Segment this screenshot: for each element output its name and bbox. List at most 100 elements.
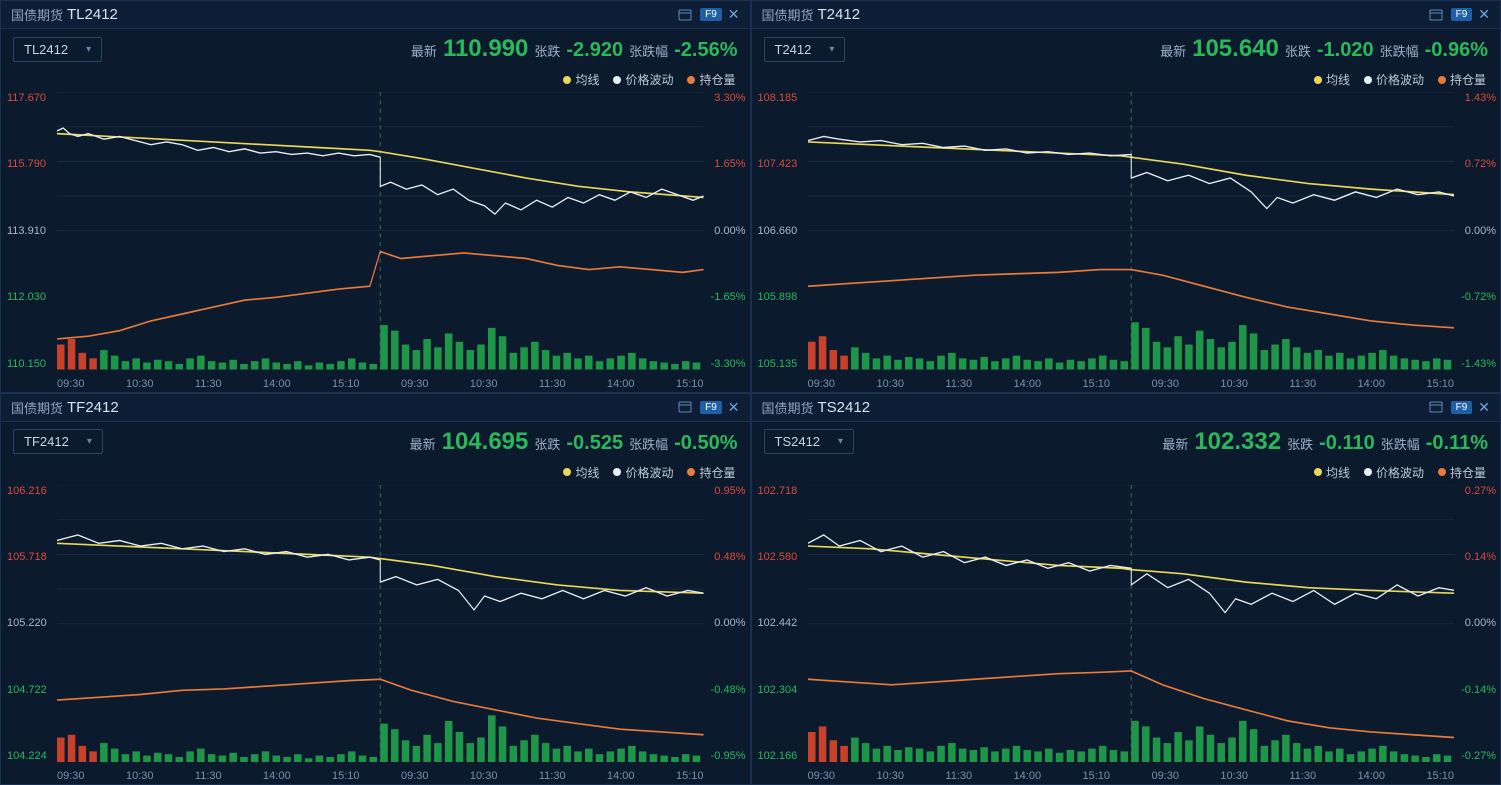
latest-label: 最新	[410, 434, 436, 453]
changepct-label: 张跌幅	[629, 434, 668, 453]
info-row: TS2412 ▾ 最新 102.332 张跌 -0.110 张跌幅 -0.11%	[752, 422, 1501, 462]
symbol-select[interactable]: TS2412 ▾	[764, 429, 855, 454]
panel-header: 国债期货 T2412 F9 ✕	[752, 1, 1501, 29]
intraday-chart	[808, 485, 1455, 763]
chevron-down-icon: ▾	[86, 44, 91, 55]
panel-header: 国债期货 TL2412 F9 ✕	[1, 1, 750, 29]
panel-title-code: T2412	[818, 6, 861, 23]
chart-area[interactable]: 108.185107.423106.660105.898105.135 1.43…	[752, 92, 1501, 392]
close-icon[interactable]: ✕	[728, 399, 740, 416]
latest-label: 最新	[1162, 434, 1188, 453]
latest-label: 最新	[1160, 41, 1186, 60]
legend: 均线 价格波动 持仓量	[752, 462, 1501, 485]
panel-title-code: TF2412	[67, 399, 119, 416]
legend-price: 价格波动	[1364, 464, 1424, 481]
chevron-down-icon: ▾	[829, 44, 834, 55]
card-icon[interactable]	[1427, 399, 1445, 415]
f9-button[interactable]: F9	[700, 401, 722, 414]
close-icon[interactable]: ✕	[728, 6, 740, 23]
changepct-label: 张跌幅	[629, 41, 668, 60]
change-label: 张跌	[1285, 41, 1311, 60]
symbol-select-value: T2412	[775, 42, 812, 57]
y-axis-left: 108.185107.423106.660105.898105.135	[758, 92, 806, 370]
close-icon[interactable]: ✕	[1478, 6, 1490, 23]
chevron-down-icon: ▾	[87, 436, 92, 447]
changepct-value: -0.50%	[674, 432, 737, 455]
latest-value: 105.640	[1192, 35, 1279, 63]
legend-price: 价格波动	[1364, 71, 1424, 88]
x-axis: 09:3010:3011:3014:0015:1009:3010:3011:30…	[57, 770, 704, 782]
change-label: 张跌	[534, 434, 560, 453]
intraday-chart	[808, 92, 1455, 370]
legend: 均线 价格波动 持仓量	[752, 69, 1501, 92]
y-axis-right: 1.43%0.72%0.00%-0.72%-1.43%	[1454, 92, 1496, 370]
panel-title-code: TL2412	[67, 6, 118, 23]
x-axis: 09:3010:3011:3014:0015:1009:3010:3011:30…	[808, 378, 1455, 390]
info-row: TF2412 ▾ 最新 104.695 张跌 -0.525 张跌幅 -0.50%	[1, 422, 750, 462]
latest-value: 102.332	[1194, 428, 1281, 456]
panel-title-prefix: 国债期货	[762, 5, 814, 24]
card-icon[interactable]	[676, 7, 694, 23]
symbol-select-value: TF2412	[24, 434, 69, 449]
panel-title-prefix: 国债期货	[762, 398, 814, 417]
symbol-select[interactable]: TF2412 ▾	[13, 429, 103, 454]
y-axis-right: 0.27%0.14%0.00%-0.14%-0.27%	[1454, 485, 1496, 763]
legend-price: 价格波动	[613, 71, 673, 88]
intraday-chart	[57, 92, 704, 370]
change-label: 张跌	[1287, 434, 1313, 453]
change-label: 张跌	[534, 41, 560, 60]
close-icon[interactable]: ✕	[1478, 399, 1490, 416]
symbol-select-value: TL2412	[24, 42, 68, 57]
card-icon[interactable]	[1427, 7, 1445, 23]
legend: 均线 价格波动 持仓量	[1, 69, 750, 92]
y-axis-left: 102.718102.580102.442102.304102.166	[758, 485, 806, 763]
changepct-value: -2.56%	[674, 39, 737, 62]
x-axis: 09:3010:3011:3014:0015:1009:3010:3011:30…	[57, 378, 704, 390]
info-row: T2412 ▾ 最新 105.640 张跌 -1.020 张跌幅 -0.96%	[752, 29, 1501, 69]
intraday-chart	[57, 485, 704, 763]
legend-avg: 均线	[563, 71, 599, 88]
latest-value: 104.695	[442, 428, 529, 456]
chart-panel-T2412: 国债期货 T2412 F9 ✕ T2412 ▾ 最新 105.640 张跌 -1…	[751, 0, 1501, 393]
y-axis-left: 106.216105.718105.220104.722104.224	[7, 485, 55, 763]
f9-button[interactable]: F9	[1451, 8, 1473, 21]
changepct-value: -0.96%	[1425, 39, 1488, 62]
legend-oi: 持仓量	[687, 464, 735, 481]
panel-title-prefix: 国债期货	[11, 398, 63, 417]
chart-panel-TL2412: 国债期货 TL2412 F9 ✕ TL2412 ▾ 最新 110.990 张跌 …	[0, 0, 751, 393]
card-icon[interactable]	[676, 399, 694, 415]
chevron-down-icon: ▾	[838, 436, 843, 447]
chart-area[interactable]: 102.718102.580102.442102.304102.166 0.27…	[752, 485, 1501, 785]
panel-header: 国债期货 TS2412 F9 ✕	[752, 394, 1501, 422]
legend-avg: 均线	[563, 464, 599, 481]
legend-oi: 持仓量	[687, 71, 735, 88]
y-axis-right: 0.95%0.48%0.00%-0.48%-0.95%	[704, 485, 746, 763]
x-axis: 09:3010:3011:3014:0015:1009:3010:3011:30…	[808, 770, 1455, 782]
changepct-label: 张跌幅	[1380, 41, 1419, 60]
legend-avg: 均线	[1314, 464, 1350, 481]
panel-header: 国债期货 TF2412 F9 ✕	[1, 394, 750, 422]
change-value: -2.920	[566, 39, 623, 62]
panel-title-code: TS2412	[818, 399, 871, 416]
f9-button[interactable]: F9	[700, 8, 722, 21]
changepct-value: -0.11%	[1426, 432, 1488, 455]
y-axis-right: 3.30%1.65%0.00%-1.65%-3.30%	[704, 92, 746, 370]
f9-button[interactable]: F9	[1451, 401, 1473, 414]
changepct-label: 张跌幅	[1381, 434, 1420, 453]
legend-avg: 均线	[1314, 71, 1350, 88]
latest-value: 110.990	[443, 35, 528, 63]
chart-area[interactable]: 117.670115.790113.910112.030110.150 3.30…	[1, 92, 750, 392]
legend: 均线 价格波动 持仓量	[1, 462, 750, 485]
legend-price: 价格波动	[613, 464, 673, 481]
y-axis-left: 117.670115.790113.910112.030110.150	[7, 92, 55, 370]
panel-title-prefix: 国债期货	[11, 5, 63, 24]
chart-panel-TS2412: 国债期货 TS2412 F9 ✕ TS2412 ▾ 最新 102.332 张跌 …	[751, 393, 1501, 785]
info-row: TL2412 ▾ 最新 110.990 张跌 -2.920 张跌幅 -2.56%	[1, 29, 750, 69]
change-value: -1.020	[1317, 39, 1374, 62]
symbol-select-value: TS2412	[775, 434, 821, 449]
symbol-select[interactable]: T2412 ▾	[764, 37, 846, 62]
symbol-select[interactable]: TL2412 ▾	[13, 37, 102, 62]
chart-area[interactable]: 106.216105.718105.220104.722104.224 0.95…	[1, 485, 750, 785]
latest-label: 最新	[411, 41, 437, 60]
chart-panel-TF2412: 国债期货 TF2412 F9 ✕ TF2412 ▾ 最新 104.695 张跌 …	[0, 393, 751, 785]
